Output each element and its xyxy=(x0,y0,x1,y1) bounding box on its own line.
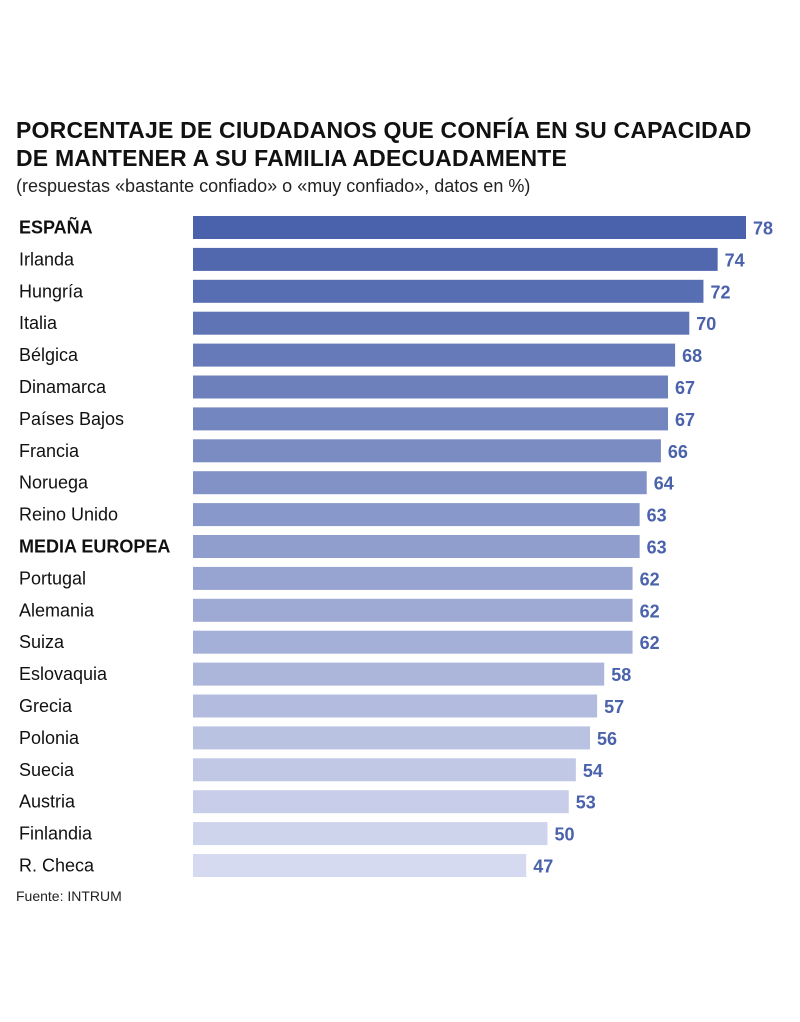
category-label: Francia xyxy=(19,441,80,461)
category-label: Grecia xyxy=(19,696,73,716)
data-label: 63 xyxy=(647,506,667,526)
bar xyxy=(193,726,591,750)
chart-title: PORCENTAJE DE CIUDADANOS QUE CONFÍA EN S… xyxy=(16,117,752,171)
data-label: 64 xyxy=(654,474,674,494)
data-label: 56 xyxy=(597,729,617,749)
bar xyxy=(193,247,718,271)
source-note: Fuente: INTRUM xyxy=(16,888,122,904)
data-label: 70 xyxy=(696,314,716,334)
data-label: 62 xyxy=(640,569,660,589)
bar xyxy=(193,311,690,335)
category-label: Alemania xyxy=(19,600,95,620)
category-label: ESPAÑA xyxy=(19,217,93,238)
category-label: MEDIA EUROPEA xyxy=(19,537,170,557)
data-label: 50 xyxy=(554,825,574,845)
category-label: Reino Unido xyxy=(19,505,118,525)
data-label: 54 xyxy=(583,761,603,781)
bar xyxy=(193,598,633,622)
category-label: Polonia xyxy=(19,728,80,748)
data-label: 78 xyxy=(753,219,773,239)
bar xyxy=(193,694,598,718)
category-label: Finlandia xyxy=(19,824,93,844)
category-label: Países Bajos xyxy=(19,409,124,429)
category-label: Austria xyxy=(19,792,76,812)
bar xyxy=(193,535,640,558)
data-label: 66 xyxy=(668,442,688,462)
category-label: Dinamarca xyxy=(19,377,107,397)
category-label: Bélgica xyxy=(19,345,79,365)
data-label: 68 xyxy=(682,346,702,366)
category-label: R. Checa xyxy=(19,856,95,876)
category-label: Suecia xyxy=(19,760,75,780)
category-label: Hungría xyxy=(19,281,84,301)
data-label: 62 xyxy=(640,633,660,653)
bar xyxy=(193,216,746,239)
bar xyxy=(193,471,647,495)
bar xyxy=(193,854,527,877)
data-label: 63 xyxy=(647,538,667,558)
data-label: 53 xyxy=(576,793,596,813)
data-label: 47 xyxy=(533,857,553,877)
data-label: 58 xyxy=(611,665,631,685)
bar xyxy=(193,790,569,814)
category-label: Italia xyxy=(19,313,58,333)
category-label: Eslovaquia xyxy=(19,664,108,684)
category-label: Portugal xyxy=(19,568,86,588)
bar xyxy=(193,662,605,686)
data-label: 57 xyxy=(604,697,624,717)
bar xyxy=(193,822,548,846)
category-label: Suiza xyxy=(19,632,65,652)
category-label: Noruega xyxy=(19,473,89,493)
bar xyxy=(193,566,633,590)
category-label: Irlanda xyxy=(19,249,75,269)
data-label: 67 xyxy=(675,410,695,430)
bar xyxy=(193,407,669,431)
data-label: 62 xyxy=(640,601,660,621)
bar xyxy=(193,279,704,303)
bar xyxy=(193,503,640,527)
bar xyxy=(193,758,576,782)
bar xyxy=(193,343,676,367)
data-label: 72 xyxy=(710,282,730,302)
data-label: 74 xyxy=(725,250,745,270)
bar xyxy=(193,439,661,463)
bars-group: ESPAÑA 78 Irlanda 74 Hungría 72 Italia 70 Bélgic… xyxy=(19,216,773,877)
data-label: 67 xyxy=(675,378,695,398)
chart-subtitle: (respuestas «bastante confiado» o «muy c… xyxy=(16,176,531,196)
bar xyxy=(193,630,633,654)
bar xyxy=(193,375,669,399)
